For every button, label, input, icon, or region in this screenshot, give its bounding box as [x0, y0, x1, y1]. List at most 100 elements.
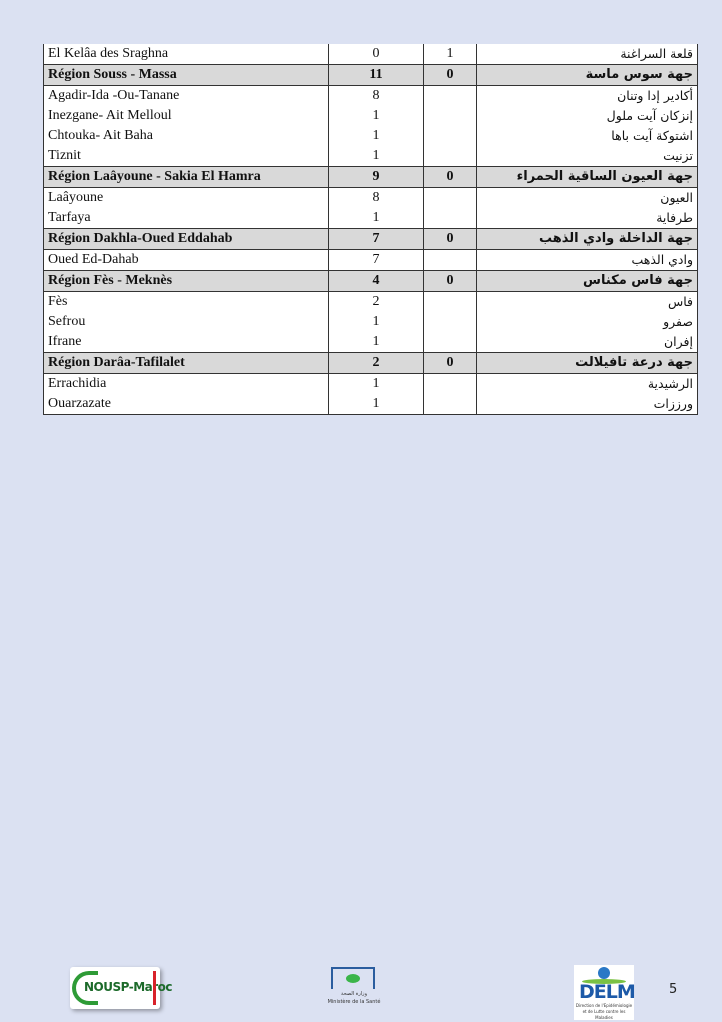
ministry-name-fr: Ministère de la Santé	[327, 999, 381, 1005]
count-cell: 1	[328, 106, 424, 126]
count-2-cell	[423, 85, 477, 106]
name-fr-cell: Errachidia	[43, 373, 329, 394]
name-ar-cell: إنزكان آيت ملول	[476, 106, 698, 126]
table-row: Oued Ed-Dahab 7 وادي الذهب	[43, 249, 698, 271]
region-row: Région Dakhla-Oued Eddahab 7 0 جهة الداخلة …	[43, 228, 698, 250]
cases-table: El Kelâa des Sraghna 0 1 قلعة السراغنة Régio…	[43, 44, 698, 415]
name-fr-cell: Laâyoune	[43, 187, 329, 208]
name-ar-cell: جهة فاس مكناس	[476, 270, 698, 292]
region-row: Région Souss - Massa 11 0 جهة سوس ماسة	[43, 64, 698, 86]
count-cell: 2	[328, 291, 424, 312]
table-row: Errachidia 1 الرشيدية	[43, 373, 698, 394]
name-ar-cell: إفران	[476, 332, 698, 353]
name-fr-cell: Agadir-Ida -Ou-Tanane	[43, 85, 329, 106]
count-cell: 9	[328, 166, 424, 188]
name-fr-cell: Inezgane- Ait Melloul	[43, 106, 329, 126]
name-fr-cell: Ifrane	[43, 332, 329, 353]
name-ar-cell: العيون	[476, 187, 698, 208]
region-row: Région Laâyoune - Sakia El Hamra 9 0 جهة ال…	[43, 166, 698, 188]
name-fr-cell: Ouarzazate	[43, 394, 329, 415]
count-2-cell	[423, 394, 477, 415]
count-cell: 1	[328, 332, 424, 353]
count-cell: 8	[328, 187, 424, 208]
count-cell: 7	[328, 249, 424, 271]
name-fr-cell: Oued Ed-Dahab	[43, 249, 329, 271]
delm-logo-text: DELM	[579, 981, 636, 1003]
table-row: El Kelâa des Sraghna 0 1 قلعة السراغنة	[43, 44, 698, 65]
page-number: 5	[669, 982, 678, 997]
name-ar-cell: وادي الذهب	[476, 249, 698, 271]
count-2-cell	[423, 249, 477, 271]
table-row: Ifrane 1 إفران	[43, 332, 698, 353]
table-row: Tarfaya 1 طرفاية	[43, 208, 698, 229]
count-cell: 8	[328, 85, 424, 106]
count-cell: 1	[328, 373, 424, 394]
count-cell: 1	[328, 312, 424, 332]
count-2-cell	[423, 126, 477, 146]
name-ar-cell: فاس	[476, 291, 698, 312]
table-row: Ouarzazate 1 ورززات	[43, 394, 698, 415]
name-fr-cell: Fès	[43, 291, 329, 312]
name-ar-cell: قلعة السراغنة	[476, 44, 698, 65]
count-2-cell	[423, 312, 477, 332]
name-ar-cell: اشتوكة آيت باها	[476, 126, 698, 146]
count-2-cell	[423, 106, 477, 126]
count-cell: 0	[328, 44, 424, 65]
count-2-cell: 0	[423, 166, 477, 188]
name-fr-cell: Chtouka- Ait Baha	[43, 126, 329, 146]
table-row: Fès 2 فاس	[43, 291, 698, 312]
nousp-logo: NOUSP-Maroc	[70, 967, 173, 1009]
count-2-cell: 0	[423, 64, 477, 86]
table-row: Agadir-Ida -Ou-Tanane 8 أكادير إدا وتنان	[43, 85, 698, 106]
table-row: Tiznit 1 تزنيت	[43, 146, 698, 167]
name-fr-cell: Région Darâa-Tafilalet	[43, 352, 329, 374]
name-ar-cell: أكادير إدا وتنان	[476, 85, 698, 106]
name-ar-cell: جهة العيون الساقية الحمراء	[476, 166, 698, 188]
name-ar-cell: طرفاية	[476, 208, 698, 229]
name-fr-cell: Sefrou	[43, 312, 329, 332]
count-2-cell	[423, 373, 477, 394]
name-fr-cell: Région Souss - Massa	[43, 64, 329, 86]
count-2-cell: 0	[423, 352, 477, 374]
table-row: Inezgane- Ait Melloul 1 إنزكان آيت ملول	[43, 106, 698, 126]
name-ar-cell: تزنيت	[476, 146, 698, 167]
name-fr-cell: Tiznit	[43, 146, 329, 167]
count-cell: 1	[328, 208, 424, 229]
name-fr-cell: Région Fès - Meknès	[43, 270, 329, 292]
delm-logo-subtitle: Direction de l'Epidémiologie et de Lutte…	[575, 1003, 633, 1020]
table-row: Laâyoune 8 العيون	[43, 187, 698, 208]
count-2-cell	[423, 208, 477, 229]
count-2-cell	[423, 146, 477, 167]
name-ar-cell: الرشيدية	[476, 373, 698, 394]
name-ar-cell: جهة سوس ماسة	[476, 64, 698, 86]
name-fr-cell: Région Dakhla-Oued Eddahab	[43, 228, 329, 250]
region-row: Région Fès - Meknès 4 0 جهة فاس مكناس	[43, 270, 698, 292]
name-ar-cell: جهة الداخلة وادي الذهب	[476, 228, 698, 250]
count-cell: 11	[328, 64, 424, 86]
nousp-logo-text: NOUSP-Maroc	[84, 980, 173, 994]
count-2-cell	[423, 332, 477, 353]
count-2-cell: 0	[423, 228, 477, 250]
ministry-of-health-logo: وزارة الصحة Ministère de la Santé	[324, 967, 384, 1019]
name-fr-cell: Tarfaya	[43, 208, 329, 229]
count-cell: 2	[328, 352, 424, 374]
count-cell: 7	[328, 228, 424, 250]
delm-logo: DELM Direction de l'Epidémiologie et de …	[574, 965, 636, 1020]
name-ar-cell: ورززات	[476, 394, 698, 415]
count-2-cell	[423, 291, 477, 312]
ministry-name-ar: وزارة الصحة	[341, 991, 367, 997]
count-2-cell: 1	[423, 44, 477, 65]
table-row: Sefrou 1 صفرو	[43, 312, 698, 332]
count-2-cell	[423, 187, 477, 208]
count-2-cell: 0	[423, 270, 477, 292]
count-cell: 1	[328, 126, 424, 146]
name-fr-cell: Région Laâyoune - Sakia El Hamra	[43, 166, 329, 188]
name-ar-cell: جهة درعة تافيلالت	[476, 352, 698, 374]
name-ar-cell: صفرو	[476, 312, 698, 332]
region-row: Région Darâa-Tafilalet 2 0 جهة درعة تافيلال…	[43, 352, 698, 374]
count-cell: 1	[328, 394, 424, 415]
count-cell: 1	[328, 146, 424, 167]
table-row: Chtouka- Ait Baha 1 اشتوكة آيت باها	[43, 126, 698, 146]
name-fr-cell: El Kelâa des Sraghna	[43, 44, 329, 65]
count-cell: 4	[328, 270, 424, 292]
